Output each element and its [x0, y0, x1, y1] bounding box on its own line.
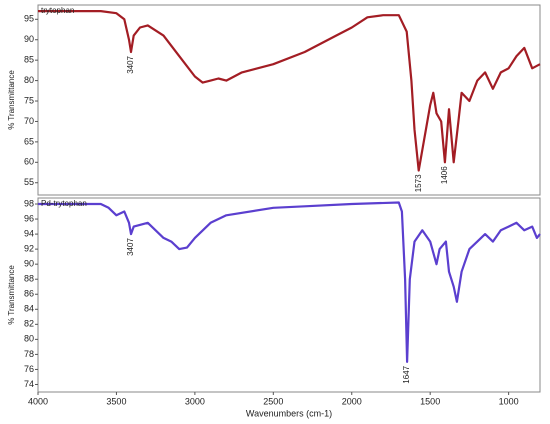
- x-tick-label: 1000: [499, 396, 519, 406]
- y-tick-label: 70: [24, 116, 34, 126]
- y-tick-label: 65: [24, 136, 34, 146]
- y-tick-label: 86: [24, 289, 34, 299]
- y-axis-label: % Transmittance: [7, 70, 16, 130]
- y-tick-label: 82: [24, 319, 34, 329]
- y-tick-label: 75: [24, 95, 34, 105]
- peak-label: 3407: [126, 238, 135, 256]
- x-tick-label: 3500: [106, 396, 126, 406]
- y-tick-label: 95: [24, 14, 34, 24]
- x-tick-label: 3000: [185, 396, 205, 406]
- peak-label: 3407: [126, 55, 135, 73]
- y-tick-label: 96: [24, 213, 34, 223]
- y-tick-label: 85: [24, 55, 34, 65]
- y-tick-label: 90: [24, 259, 34, 269]
- y-tick-label: 90: [24, 34, 34, 44]
- x-tick-label: 1500: [420, 396, 440, 406]
- spectrum-line: [38, 201, 541, 363]
- x-tick-label: 2500: [263, 396, 283, 406]
- y-tick-label: 84: [24, 304, 34, 314]
- x-axis-label: Wavenumbers (cm-1): [246, 408, 332, 418]
- y-tick-label: 55: [24, 177, 34, 187]
- y-tick-label: 88: [24, 274, 34, 284]
- legend-label: Pd-trytophan: [41, 199, 87, 208]
- x-tick-label: 4000: [28, 396, 48, 406]
- x-tick-label: 2000: [342, 396, 362, 406]
- y-axis-label: % Transmittance: [7, 265, 16, 325]
- legend-label: trytophan: [41, 6, 74, 15]
- plot-frame: [37, 197, 541, 393]
- y-tick-label: 92: [24, 244, 34, 254]
- y-tick-label: 74: [24, 379, 34, 389]
- y-tick-label: 80: [24, 75, 34, 85]
- y-tick-label: 94: [24, 228, 34, 238]
- y-tick-label: 60: [24, 157, 34, 167]
- peak-label: 1647: [402, 365, 411, 383]
- peak-label: 1573: [414, 174, 423, 192]
- spectrum-line: [38, 10, 541, 172]
- y-tick-label: 76: [24, 364, 34, 374]
- y-tick-label: 98: [24, 198, 34, 208]
- plot-frame: [37, 4, 541, 196]
- y-tick-label: 80: [24, 334, 34, 344]
- peak-label: 1406: [440, 166, 449, 184]
- y-tick-label: 78: [24, 349, 34, 359]
